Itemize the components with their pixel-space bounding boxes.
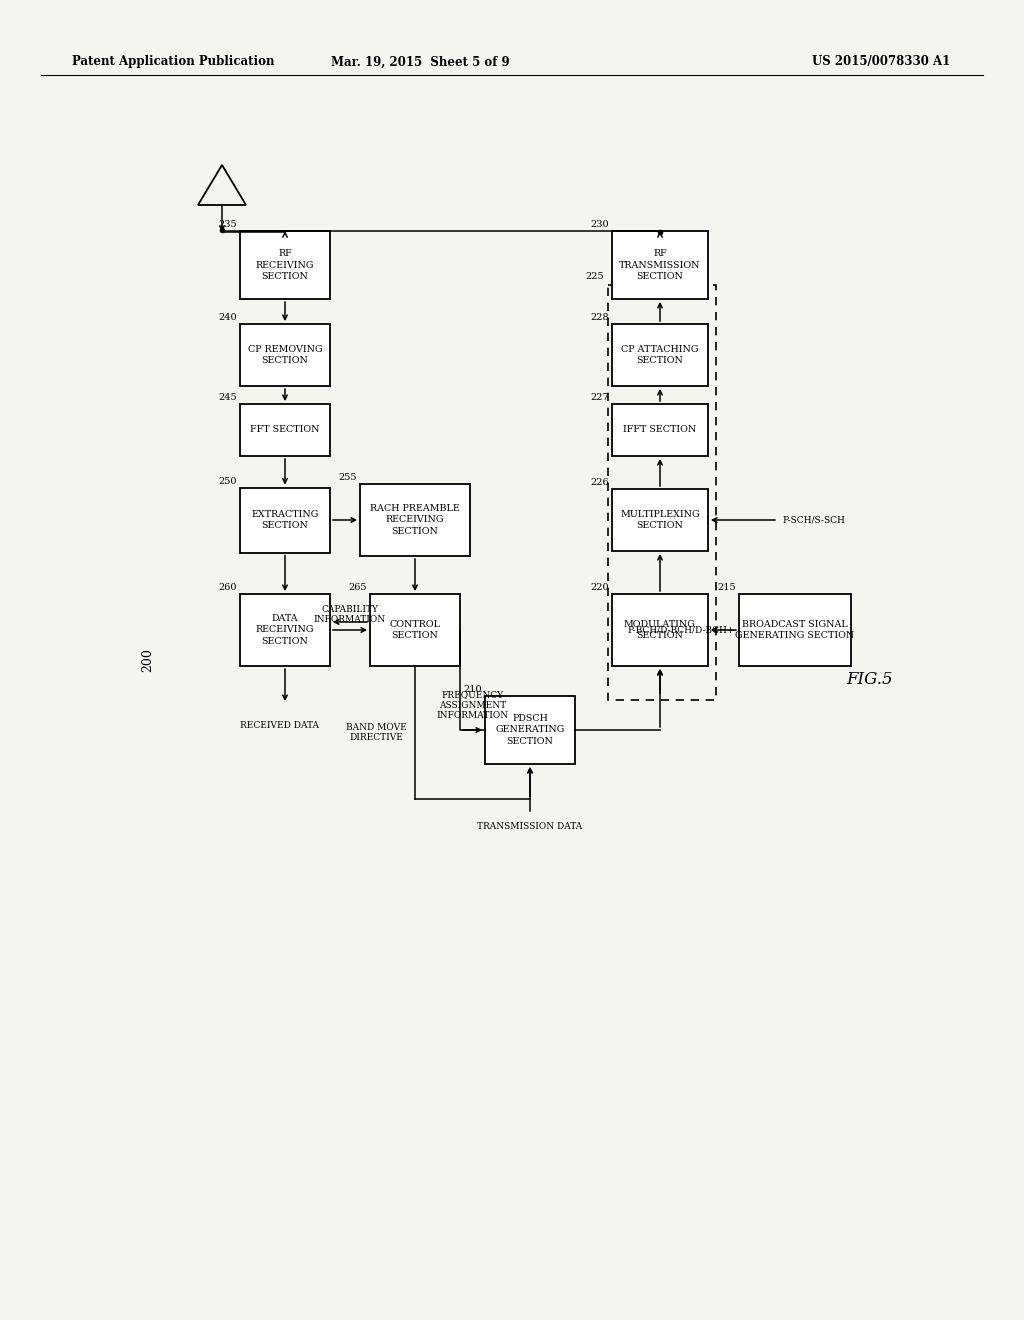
Text: 265: 265 (348, 583, 367, 591)
Bar (612, 594, 708, 667)
Text: BROADCAST SIGNAL
GENERATING SECTION: BROADCAST SIGNAL GENERATING SECTION (735, 620, 855, 640)
Text: 220: 220 (591, 583, 609, 591)
Text: US 2015/0078330 A1: US 2015/0078330 A1 (812, 55, 950, 69)
Text: PDSCH
GENERATING
SECTION: PDSCH GENERATING SECTION (496, 714, 564, 746)
Text: 227: 227 (590, 393, 609, 403)
Bar (370, 594, 460, 667)
Bar (485, 696, 575, 764)
Bar (240, 323, 330, 385)
Text: 215: 215 (718, 583, 736, 591)
Text: MULTIPLEXING
SECTION: MULTIPLEXING SECTION (621, 510, 699, 531)
Bar (240, 594, 330, 667)
Text: 235: 235 (218, 220, 237, 228)
Text: CP REMOVING
SECTION: CP REMOVING SECTION (248, 345, 323, 366)
Text: 210: 210 (464, 685, 482, 694)
Text: 245: 245 (218, 393, 237, 403)
Text: RF
RECEIVING
SECTION: RF RECEIVING SECTION (256, 249, 314, 281)
Text: FFT SECTION: FFT SECTION (250, 425, 319, 434)
Bar (612, 488, 708, 550)
Text: IFFT SECTION: IFFT SECTION (624, 425, 696, 434)
Text: P-BCH/D-BCH/D-BCH+: P-BCH/D-BCH/D-BCH+ (628, 626, 735, 635)
Text: TRANSMISSION DATA: TRANSMISSION DATA (477, 822, 583, 832)
Bar (612, 404, 708, 455)
Text: 228: 228 (591, 313, 609, 322)
Text: CAPABILITY
INFORMATION: CAPABILITY INFORMATION (314, 605, 386, 624)
Text: 250: 250 (218, 477, 237, 486)
Bar (608, 285, 716, 700)
Text: 240: 240 (218, 313, 237, 322)
Text: 226: 226 (591, 478, 609, 487)
Text: CP ATTACHING
SECTION: CP ATTACHING SECTION (622, 345, 698, 366)
Text: RF
TRANSMISSION
SECTION: RF TRANSMISSION SECTION (620, 249, 700, 281)
Text: 225: 225 (586, 272, 604, 281)
Text: BAND MOVE
DIRECTIVE: BAND MOVE DIRECTIVE (346, 723, 407, 742)
Text: CONTROL
SECTION: CONTROL SECTION (389, 620, 440, 640)
Text: MODULATING
SECTION: MODULATING SECTION (624, 620, 696, 640)
Text: DATA
RECEIVING
SECTION: DATA RECEIVING SECTION (256, 614, 314, 645)
Bar (240, 487, 330, 553)
Text: 260: 260 (218, 583, 237, 591)
Text: RECEIVED DATA: RECEIVED DATA (241, 721, 319, 730)
Bar (612, 231, 708, 300)
Text: Patent Application Publication: Patent Application Publication (72, 55, 274, 69)
Bar (240, 231, 330, 300)
Text: FREQUENCY
ASSIGNMENT
INFORMATION: FREQUENCY ASSIGNMENT INFORMATION (436, 690, 509, 719)
Text: 200: 200 (141, 648, 155, 672)
Bar (739, 594, 851, 667)
Text: FIG.5: FIG.5 (847, 672, 893, 689)
Text: 255: 255 (339, 473, 357, 482)
Bar (240, 404, 330, 455)
Text: EXTRACTING
SECTION: EXTRACTING SECTION (251, 510, 318, 531)
Text: Mar. 19, 2015  Sheet 5 of 9: Mar. 19, 2015 Sheet 5 of 9 (331, 55, 509, 69)
Text: P-SCH/S-SCH: P-SCH/S-SCH (782, 516, 845, 524)
Bar (360, 484, 470, 556)
Bar (612, 323, 708, 385)
Text: RACH PREAMBLE
RECEIVING
SECTION: RACH PREAMBLE RECEIVING SECTION (370, 504, 460, 536)
Text: 230: 230 (591, 220, 609, 228)
